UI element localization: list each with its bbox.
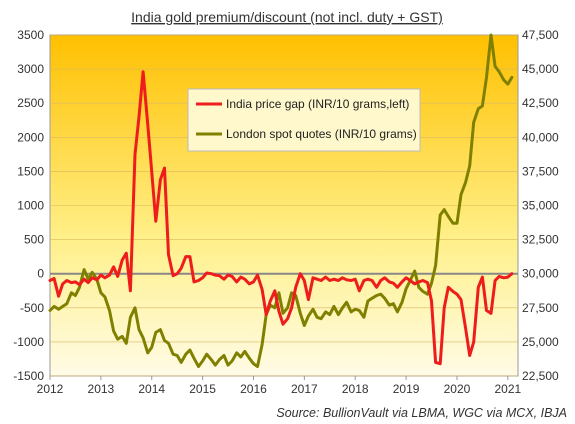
x-tick-label: 2020: [444, 382, 471, 396]
legend-label-london-spot: London spot quotes (INR/10 grams): [226, 127, 417, 141]
right-tick-label: 30,000: [522, 267, 559, 281]
x-tick-label: 2017: [291, 382, 318, 396]
right-tick-label: 35,000: [522, 199, 559, 213]
x-tick-label: 2021: [494, 382, 521, 396]
right-tick-label: 45,000: [522, 62, 559, 76]
series-line-india-price-gap: [48, 70, 514, 366]
legend-label-india-price-gap: India price gap (INR/10 grams,left): [226, 97, 409, 111]
left-tick-label: -500: [20, 301, 44, 315]
left-tick-label: 2000: [17, 130, 44, 144]
left-tick-label: 3500: [17, 28, 44, 42]
x-axis: 2012 2013 2014 2015 2016 2017 2018 2019 2020 2021: [37, 376, 521, 396]
series-line-london-spot: [48, 33, 514, 368]
right-tick-label: 22,500: [522, 369, 559, 383]
x-tick-label: 2012: [37, 382, 64, 396]
x-tick-label: 2016: [240, 382, 267, 396]
legend: India price gap (INR/10 grams,left) Lond…: [187, 88, 421, 152]
left-tick-label: -1500: [13, 369, 44, 383]
right-tick-label: 40,000: [522, 130, 559, 144]
right-tick-label: 42,500: [522, 96, 559, 110]
x-tick-label: 2018: [342, 382, 369, 396]
left-axis: 3500 3000 2500 2000 1500 1000 500 0 -500 -1000 -15…: [13, 28, 44, 383]
x-tick-label: 2013: [88, 382, 115, 396]
right-tick-label: 25,000: [522, 335, 559, 349]
chart-source: Source: BullionVault via LBMA, WGC via M…: [276, 406, 567, 420]
right-tick-label: 27,500: [522, 301, 559, 315]
x-tick-label: 2019: [393, 382, 420, 396]
left-tick-label: 500: [24, 233, 44, 247]
chart-title: India gold premium/discount (not incl. d…: [131, 9, 443, 25]
right-tick-label: 32,500: [522, 233, 559, 247]
right-tick-label: 47,500: [522, 28, 559, 42]
legend-box: [187, 88, 421, 152]
x-tick-label: 2014: [138, 382, 165, 396]
x-tick-label: 2015: [189, 382, 216, 396]
left-tick-label: 2500: [17, 96, 44, 110]
left-tick-label: 0: [37, 267, 44, 281]
left-tick-label: 1000: [17, 199, 44, 213]
series-layer: [48, 33, 514, 368]
left-tick-label: 1500: [17, 164, 44, 178]
left-tick-label: -1000: [13, 335, 44, 349]
right-axis: 47,500 45,000 42,500 40,000 37,500 35,000 32,5…: [522, 28, 559, 383]
left-tick-label: 3000: [17, 62, 44, 76]
right-tick-label: 37,500: [522, 164, 559, 178]
